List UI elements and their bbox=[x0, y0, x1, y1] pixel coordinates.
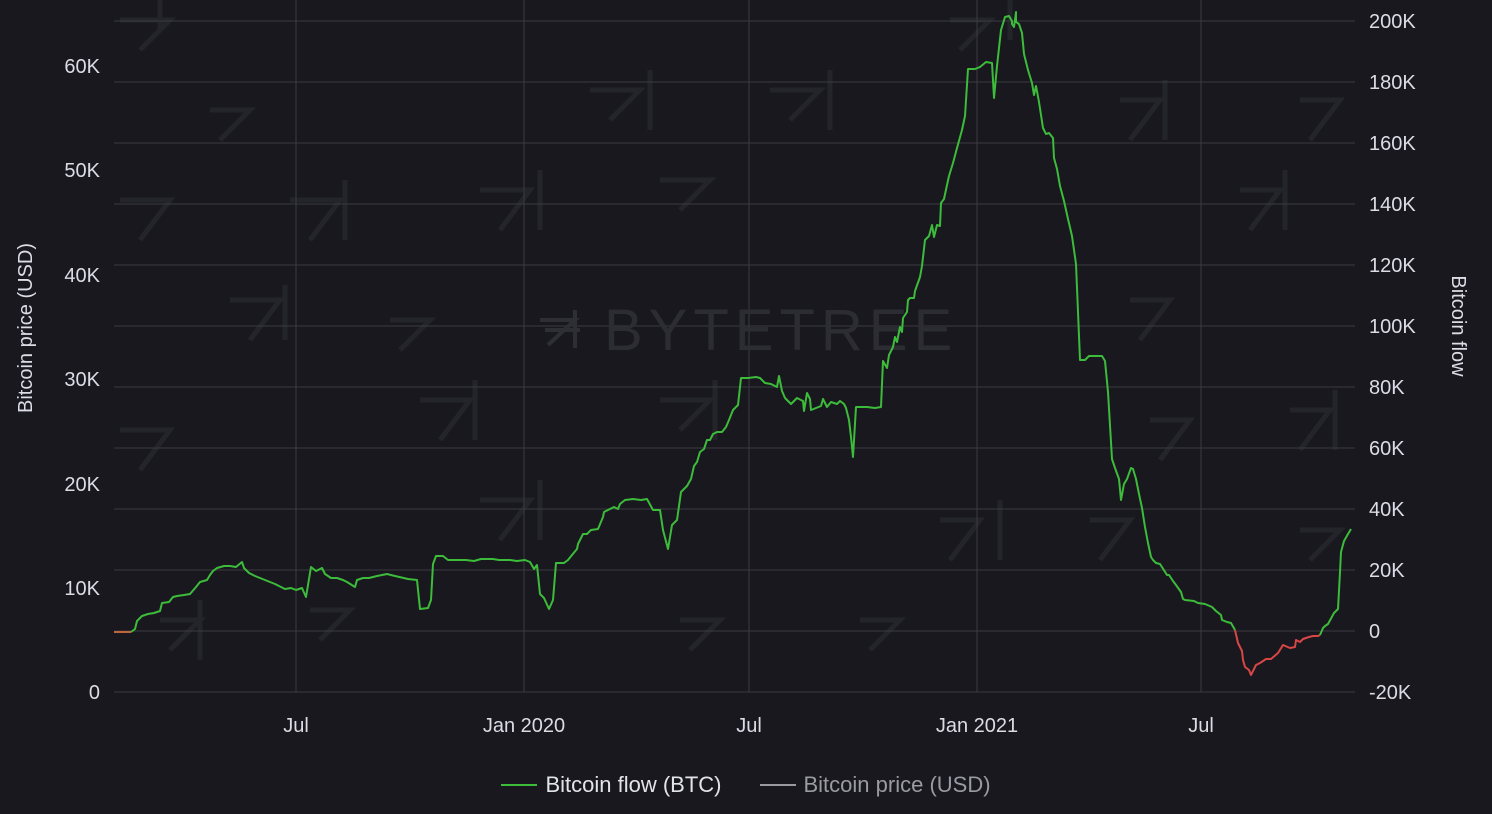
legend-item-bitcoin-price[interactable]: Bitcoin price (USD) bbox=[759, 772, 991, 798]
chart-legend: Bitcoin flow (BTC) Bitcoin price (USD) bbox=[0, 772, 1492, 798]
left-tick: 50K bbox=[64, 160, 100, 182]
legend-label: Bitcoin flow (BTC) bbox=[545, 772, 722, 797]
right-tick: 80K bbox=[1369, 377, 1405, 399]
horizontal-gridlines bbox=[114, 20, 1355, 693]
left-tick: 60K bbox=[64, 56, 100, 78]
left-axis-title: Bitcoin price (USD) bbox=[15, 243, 37, 413]
right-tick: 160K bbox=[1369, 133, 1416, 155]
x-tick: Jan 2020 bbox=[483, 715, 565, 737]
legend-line-icon bbox=[501, 784, 538, 786]
right-tick: 60K bbox=[1369, 438, 1405, 460]
bitcoin-flow-series bbox=[114, 11, 1352, 676]
right-tick: 0 bbox=[1369, 621, 1380, 643]
legend-label: Bitcoin price (USD) bbox=[803, 772, 991, 797]
watermark-pattern bbox=[120, 0, 1347, 660]
x-tick: Jul bbox=[736, 715, 762, 737]
bytetree-logo-icon bbox=[540, 310, 581, 348]
legend-line-icon bbox=[759, 784, 796, 786]
x-axis: Jul Jan 2020 Jul Jan 2021 Jul bbox=[283, 715, 1214, 737]
right-tick: 100K bbox=[1369, 316, 1416, 338]
left-tick: 30K bbox=[64, 369, 100, 391]
left-tick: 40K bbox=[64, 265, 100, 287]
right-tick: 180K bbox=[1369, 72, 1416, 94]
left-axis: 0 10K 20K 30K 40K 50K 60K bbox=[64, 56, 100, 704]
left-tick: 20K bbox=[64, 474, 100, 496]
left-tick: 10K bbox=[64, 578, 100, 600]
right-tick: 120K bbox=[1369, 255, 1416, 277]
left-tick: 0 bbox=[89, 682, 100, 704]
x-tick: Jul bbox=[1188, 715, 1214, 737]
vertical-gridlines bbox=[295, 0, 1202, 692]
bytetree-watermark: BYTETREE bbox=[540, 298, 958, 363]
right-tick: 20K bbox=[1369, 560, 1405, 582]
right-axis: -20K 0 20K 40K 60K 80K 100K 120K 140K 16… bbox=[1369, 11, 1416, 704]
watermark-text: BYTETREE bbox=[604, 298, 958, 363]
x-tick: Jan 2021 bbox=[936, 715, 1018, 737]
right-tick: -20K bbox=[1369, 682, 1412, 704]
legend-item-bitcoin-flow[interactable]: Bitcoin flow (BTC) bbox=[501, 772, 722, 798]
right-tick: 200K bbox=[1369, 11, 1416, 33]
x-tick: Jul bbox=[283, 715, 309, 737]
right-tick: 40K bbox=[1369, 499, 1405, 521]
right-axis-title: Bitcoin flow bbox=[1447, 275, 1469, 377]
right-tick: 140K bbox=[1369, 194, 1416, 216]
